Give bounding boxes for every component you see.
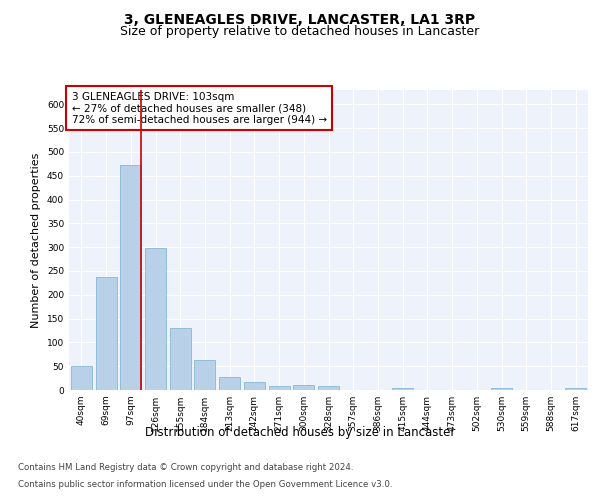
Bar [565, 388, 586, 390]
Bar [244, 382, 265, 390]
Bar [170, 328, 191, 390]
Text: Distribution of detached houses by size in Lancaster: Distribution of detached houses by size … [145, 426, 455, 439]
Bar [145, 248, 166, 390]
Text: 3 GLENEAGLES DRIVE: 103sqm
← 27% of detached houses are smaller (348)
72% of sem: 3 GLENEAGLES DRIVE: 103sqm ← 27% of deta… [71, 92, 327, 124]
Bar [392, 388, 413, 390]
Text: Size of property relative to detached houses in Lancaster: Size of property relative to detached ho… [121, 25, 479, 38]
Text: Contains public sector information licensed under the Open Government Licence v3: Contains public sector information licen… [18, 480, 392, 489]
Text: Contains HM Land Registry data © Crown copyright and database right 2024.: Contains HM Land Registry data © Crown c… [18, 464, 353, 472]
Bar [269, 386, 290, 390]
Bar [95, 277, 116, 390]
Text: 3, GLENEAGLES DRIVE, LANCASTER, LA1 3RP: 3, GLENEAGLES DRIVE, LANCASTER, LA1 3RP [124, 12, 476, 26]
Bar [120, 165, 141, 390]
Bar [491, 388, 512, 390]
Bar [318, 386, 339, 390]
Y-axis label: Number of detached properties: Number of detached properties [31, 152, 41, 328]
Bar [194, 360, 215, 390]
Bar [71, 366, 92, 390]
Bar [293, 385, 314, 390]
Bar [219, 376, 240, 390]
